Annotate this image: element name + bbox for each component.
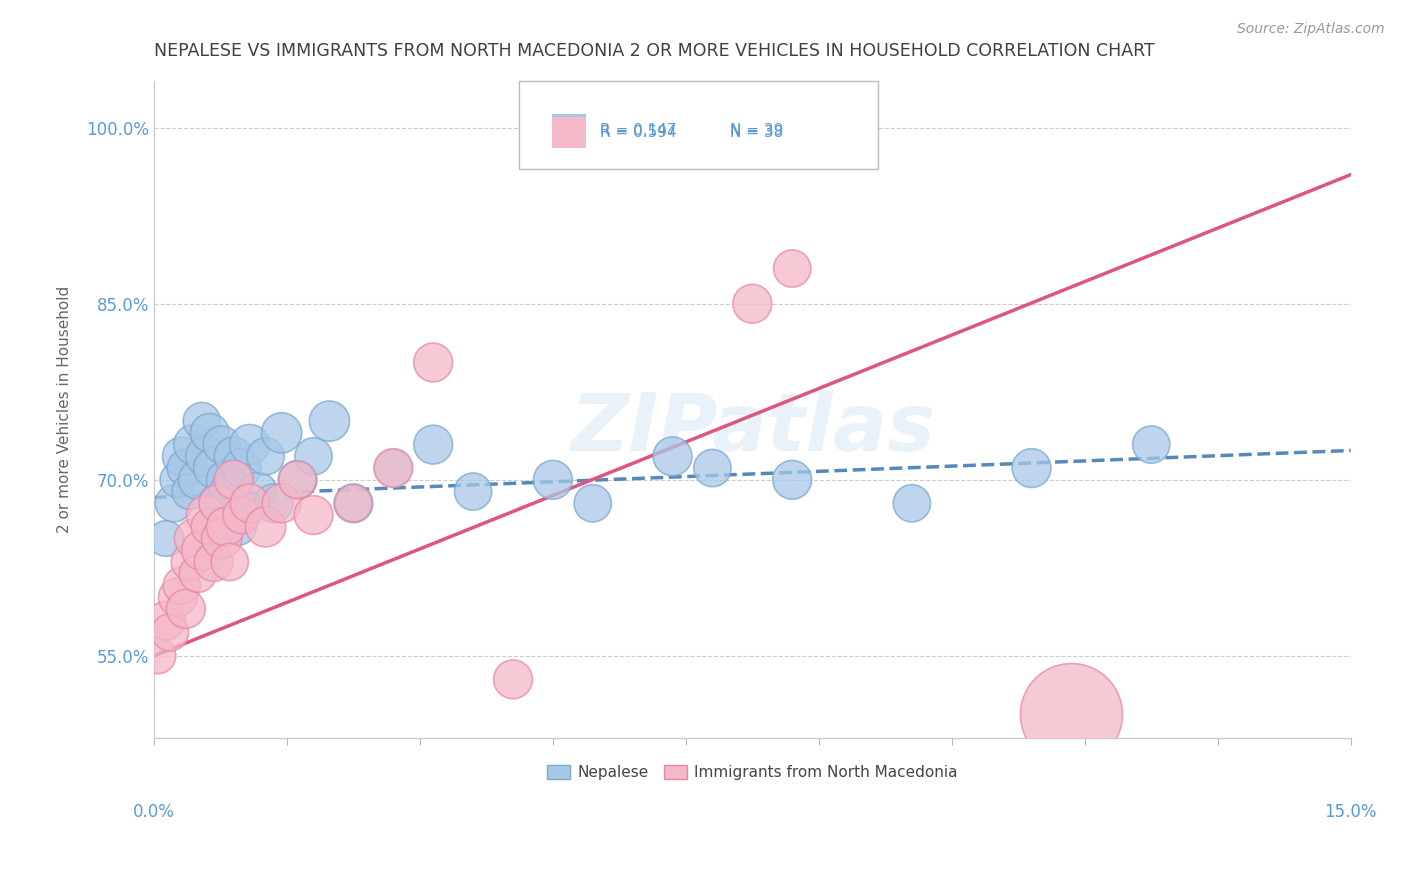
Point [661,450,683,464]
Point [198,520,221,534]
Text: 0.0%: 0.0% [134,803,174,821]
Point [382,461,405,475]
Point [254,520,277,534]
Point [270,425,292,440]
Point [155,614,177,628]
Point [422,355,444,369]
Point [287,473,309,487]
FancyBboxPatch shape [553,117,586,148]
Point [159,625,181,640]
Point [1021,461,1043,475]
Text: ZIPatlas: ZIPatlas [569,390,935,468]
Point [198,425,221,440]
Point [246,484,269,499]
Point [1140,437,1163,451]
Point [183,437,205,451]
Point [194,450,217,464]
Point [155,532,177,546]
Point [702,461,724,475]
Point [167,590,190,604]
Point [215,520,238,534]
FancyBboxPatch shape [553,114,586,145]
Point [226,520,249,534]
Point [215,473,238,487]
Point [239,496,262,510]
Point [211,532,233,546]
Point [780,473,803,487]
Point [239,437,262,451]
Point [187,473,209,487]
Point [183,532,205,546]
Point [461,484,484,499]
Point [187,566,209,581]
Point [263,496,285,510]
Point [170,450,193,464]
Point [541,473,564,487]
Point [302,450,325,464]
Point [287,473,309,487]
Point [218,555,240,569]
Y-axis label: 2 or more Vehicles in Household: 2 or more Vehicles in Household [58,285,72,533]
Point [167,473,190,487]
Text: N = 38: N = 38 [730,125,783,140]
Point [174,461,197,475]
Text: 15.0%: 15.0% [1324,803,1376,821]
Point [202,461,225,475]
Point [179,555,201,569]
Point [1060,707,1083,722]
Text: R = 0.147: R = 0.147 [600,122,676,137]
Text: N = 39: N = 39 [730,122,783,137]
Point [222,473,245,487]
Point [202,555,225,569]
Point [342,496,364,510]
Point [222,450,245,464]
Point [741,297,763,311]
Point [207,496,229,510]
Point [191,543,214,558]
Point [901,496,924,510]
Point [231,461,253,475]
Point [191,414,214,428]
Point [174,602,197,616]
Point [170,578,193,592]
Point [179,484,201,499]
Point [382,461,405,475]
FancyBboxPatch shape [519,81,877,169]
Point [318,414,340,428]
Text: NEPALESE VS IMMIGRANTS FROM NORTH MACEDONIA 2 OR MORE VEHICLES IN HOUSEHOLD CORR: NEPALESE VS IMMIGRANTS FROM NORTH MACEDO… [153,42,1154,60]
Point [194,508,217,522]
Legend: Nepalese, Immigrants from North Macedonia: Nepalese, Immigrants from North Macedoni… [541,758,965,786]
Point [502,673,524,687]
Text: R = 0.594: R = 0.594 [600,125,676,140]
Point [163,496,186,510]
Point [582,496,605,510]
Point [780,261,803,276]
Point [302,508,325,522]
Point [218,484,240,499]
Point [422,437,444,451]
Point [207,496,229,510]
Point [146,648,169,663]
Point [211,437,233,451]
Point [270,496,292,510]
Text: Source: ZipAtlas.com: Source: ZipAtlas.com [1237,22,1385,37]
Point [231,508,253,522]
Point [254,450,277,464]
Point [342,496,364,510]
